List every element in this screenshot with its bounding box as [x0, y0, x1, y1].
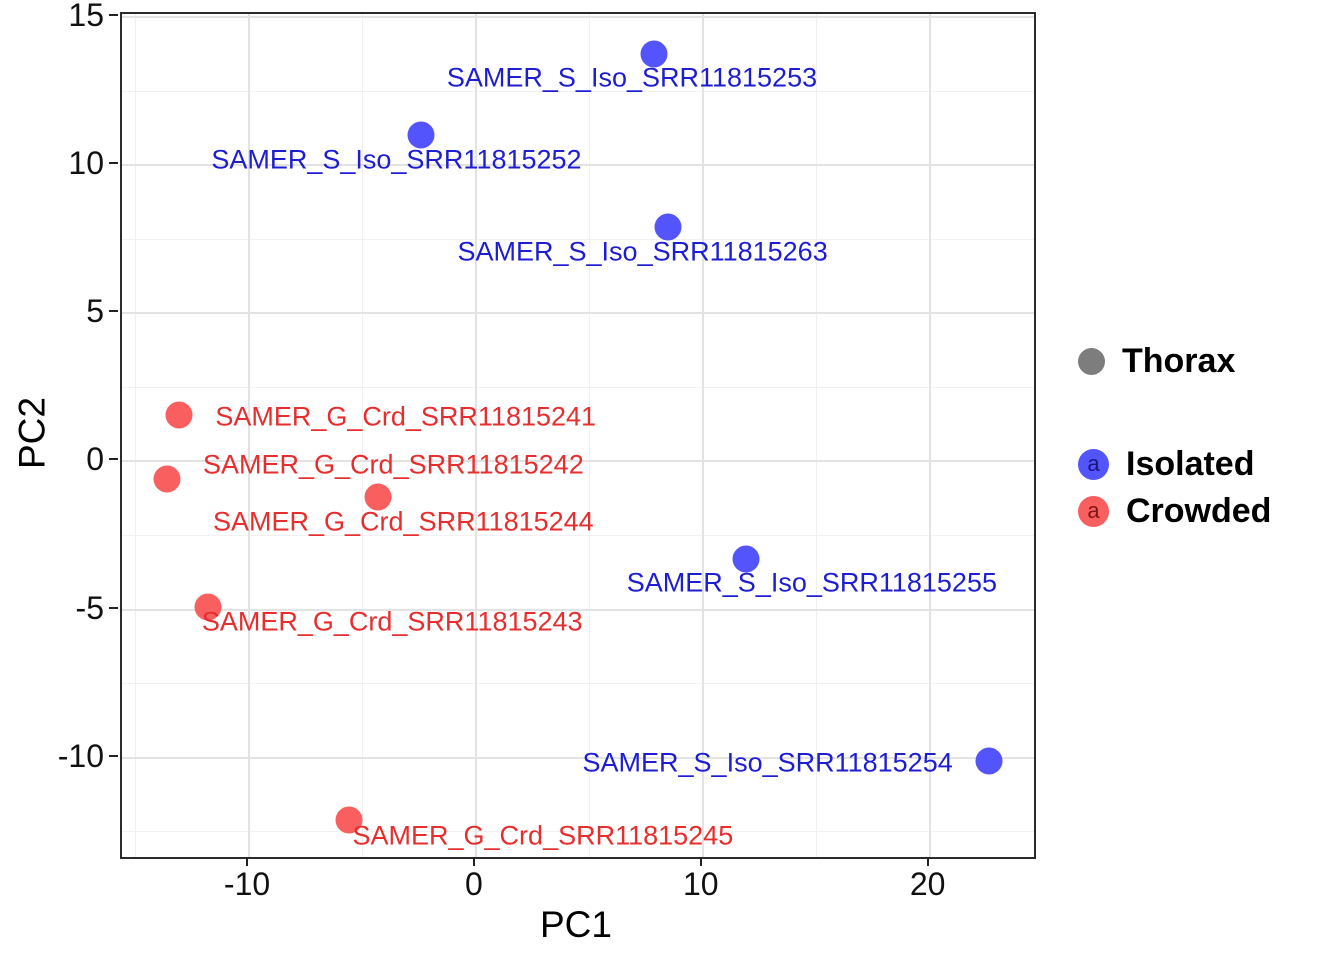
gridline-major-v	[474, 14, 477, 857]
data-point-isolated	[640, 40, 668, 68]
y-tick-mark	[109, 754, 118, 757]
x-tick-mark	[926, 857, 929, 866]
x-tick-mark	[472, 857, 475, 866]
data-point-crowded	[335, 806, 363, 834]
gridline-minor-v	[588, 14, 590, 857]
legend-key-letter: a	[1087, 451, 1100, 476]
legend-entry-crowded: a Crowded	[1078, 494, 1271, 528]
gridline-minor-h	[122, 683, 1034, 685]
gridline-minor-h	[122, 386, 1034, 388]
gridline-minor-h	[122, 831, 1034, 833]
gridline-major-h	[122, 756, 1034, 759]
legend-label-crowded: Crowded	[1126, 492, 1272, 530]
x-tick-label: 0	[465, 866, 483, 902]
data-point-isolated	[654, 213, 682, 241]
x-tick-label: 10	[682, 866, 719, 902]
data-point-crowded	[194, 593, 222, 621]
legend-label-isolated: Isolated	[1126, 445, 1255, 483]
gridline-minor-h	[122, 238, 1034, 240]
x-tick-label: -10	[223, 866, 271, 902]
point-label-crowded: SAMER_G_Crd_SRR11815241	[215, 401, 597, 432]
isolated-legend-key-icon: a	[1078, 448, 1109, 480]
point-label-crowded: SAMER_G_Crd_SRR11815242	[203, 449, 584, 480]
y-tick-label: 15	[68, 0, 104, 33]
gridline-major-h	[122, 608, 1034, 611]
gridline-minor-v	[135, 14, 137, 857]
point-label-crowded: SAMER_G_Crd_SRR11815245	[352, 820, 734, 851]
x-tick-mark	[699, 857, 702, 866]
legend-entry-thorax: Thorax	[1078, 344, 1235, 378]
data-point-isolated	[732, 545, 760, 573]
y-tick-mark	[109, 458, 118, 461]
y-tick-mark	[109, 13, 118, 16]
point-label-crowded: SAMER_G_Crd_SRR11815244	[212, 506, 594, 537]
legend-entry-isolated: a Isolated	[1078, 447, 1254, 481]
y-tick-label: 0	[86, 441, 104, 478]
gridline-major-v	[701, 14, 704, 857]
x-axis-title: PC1	[540, 904, 612, 945]
y-tick-mark	[109, 162, 118, 165]
x-tick-label: 20	[909, 866, 946, 902]
gridline-major-v	[248, 14, 251, 857]
data-point-crowded	[153, 465, 181, 493]
y-tick-label: -5	[75, 589, 104, 626]
crowded-legend-key-icon: a	[1078, 495, 1109, 527]
thorax-legend-dot-icon	[1078, 347, 1105, 375]
data-point-crowded	[364, 483, 392, 511]
data-point-crowded	[165, 401, 193, 429]
y-tick-label: 5	[86, 293, 104, 330]
y-tick-label: -10	[57, 737, 104, 774]
data-point-isolated	[975, 747, 1003, 775]
y-tick-mark	[109, 606, 118, 609]
legend-key-letter: a	[1087, 498, 1100, 523]
point-label-crowded: SAMER_G_Crd_SRR11815243	[201, 606, 583, 637]
gridline-minor-h	[122, 90, 1034, 92]
gridline-major-h	[122, 164, 1034, 167]
point-label-isolated: SAMER_S_Iso_SRR11815253	[446, 62, 818, 93]
gridline-minor-h	[122, 535, 1034, 536]
gridline-major-h	[122, 312, 1034, 315]
gridline-minor-v	[815, 14, 817, 857]
point-label-isolated: SAMER_S_Iso_SRR11815254	[582, 747, 953, 778]
gridline-major-v	[928, 14, 931, 857]
y-tick-mark	[109, 310, 118, 313]
x-tick-mark	[246, 857, 249, 866]
gridline-major-h	[122, 15, 1034, 18]
gridline-minor-v	[361, 14, 363, 857]
plot-panel: SAMER_S_Iso_SRR11815253 SAMER_S_Iso_SRR11…	[120, 12, 1036, 859]
gridline-major-h	[122, 460, 1034, 463]
y-tick-label: 10	[68, 145, 104, 182]
legend-label-thorax: Thorax	[1122, 342, 1236, 380]
data-point-isolated	[407, 121, 435, 149]
point-label-isolated: SAMER_S_Iso_SRR11815263	[457, 236, 828, 267]
point-label-isolated: SAMER_S_Iso_SRR11815252	[211, 144, 582, 175]
point-label-isolated: SAMER_S_Iso_SRR11815255	[626, 567, 997, 598]
